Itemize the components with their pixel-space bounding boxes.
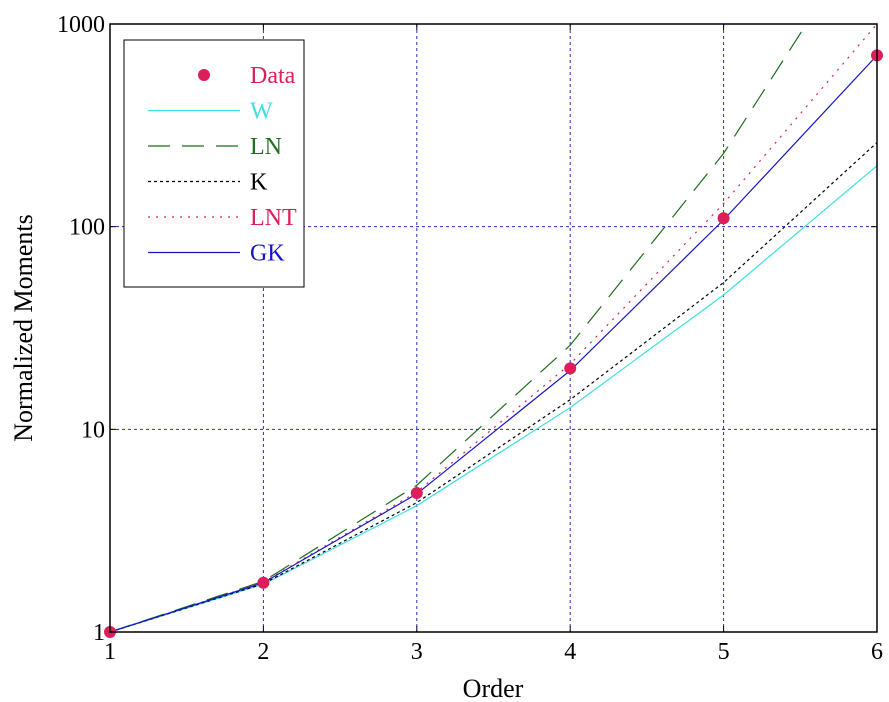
data-point [410,487,423,500]
legend-label-lnt: LNT [250,205,297,231]
tick-labels: 1 2 3 4 5 6 1 10 100 1000 [57,12,883,665]
x-tick-label: 5 [718,639,730,665]
y-tick-label: 100 [69,215,105,241]
legend-label-k: K [250,170,268,196]
x-tick-label: 2 [257,639,269,665]
x-tick-label: 3 [411,639,423,665]
series-line-k [110,142,877,632]
legend-label-gk: GK [250,241,285,267]
y-axis-title: Normalized Moments [9,214,38,441]
y-tick-label: 10 [81,417,105,443]
y-tick-label: 1000 [57,12,105,38]
x-tick-label: 1 [104,639,116,665]
series-line-ln [110,24,808,632]
x-tick-label: 6 [871,639,883,665]
legend-label-w: W [250,99,273,125]
x-tick-label: 4 [564,639,576,665]
x-axis-title: Order [463,674,524,702]
data-point [564,362,577,375]
y-tick-label: 1 [93,620,105,646]
series-line-gk [110,54,877,632]
series-line-lnt [110,24,877,632]
data-point [717,212,730,225]
plot-frame [109,23,878,633]
legend-marker-data [198,69,210,81]
ticks [109,23,878,633]
legend-box [123,39,305,288]
legend: Data W LN K LNT GK [123,39,305,288]
legend-label-data: Data [250,63,296,89]
legend-label-ln: LN [250,134,282,160]
data-point [257,576,270,589]
series-layer [104,24,883,638]
